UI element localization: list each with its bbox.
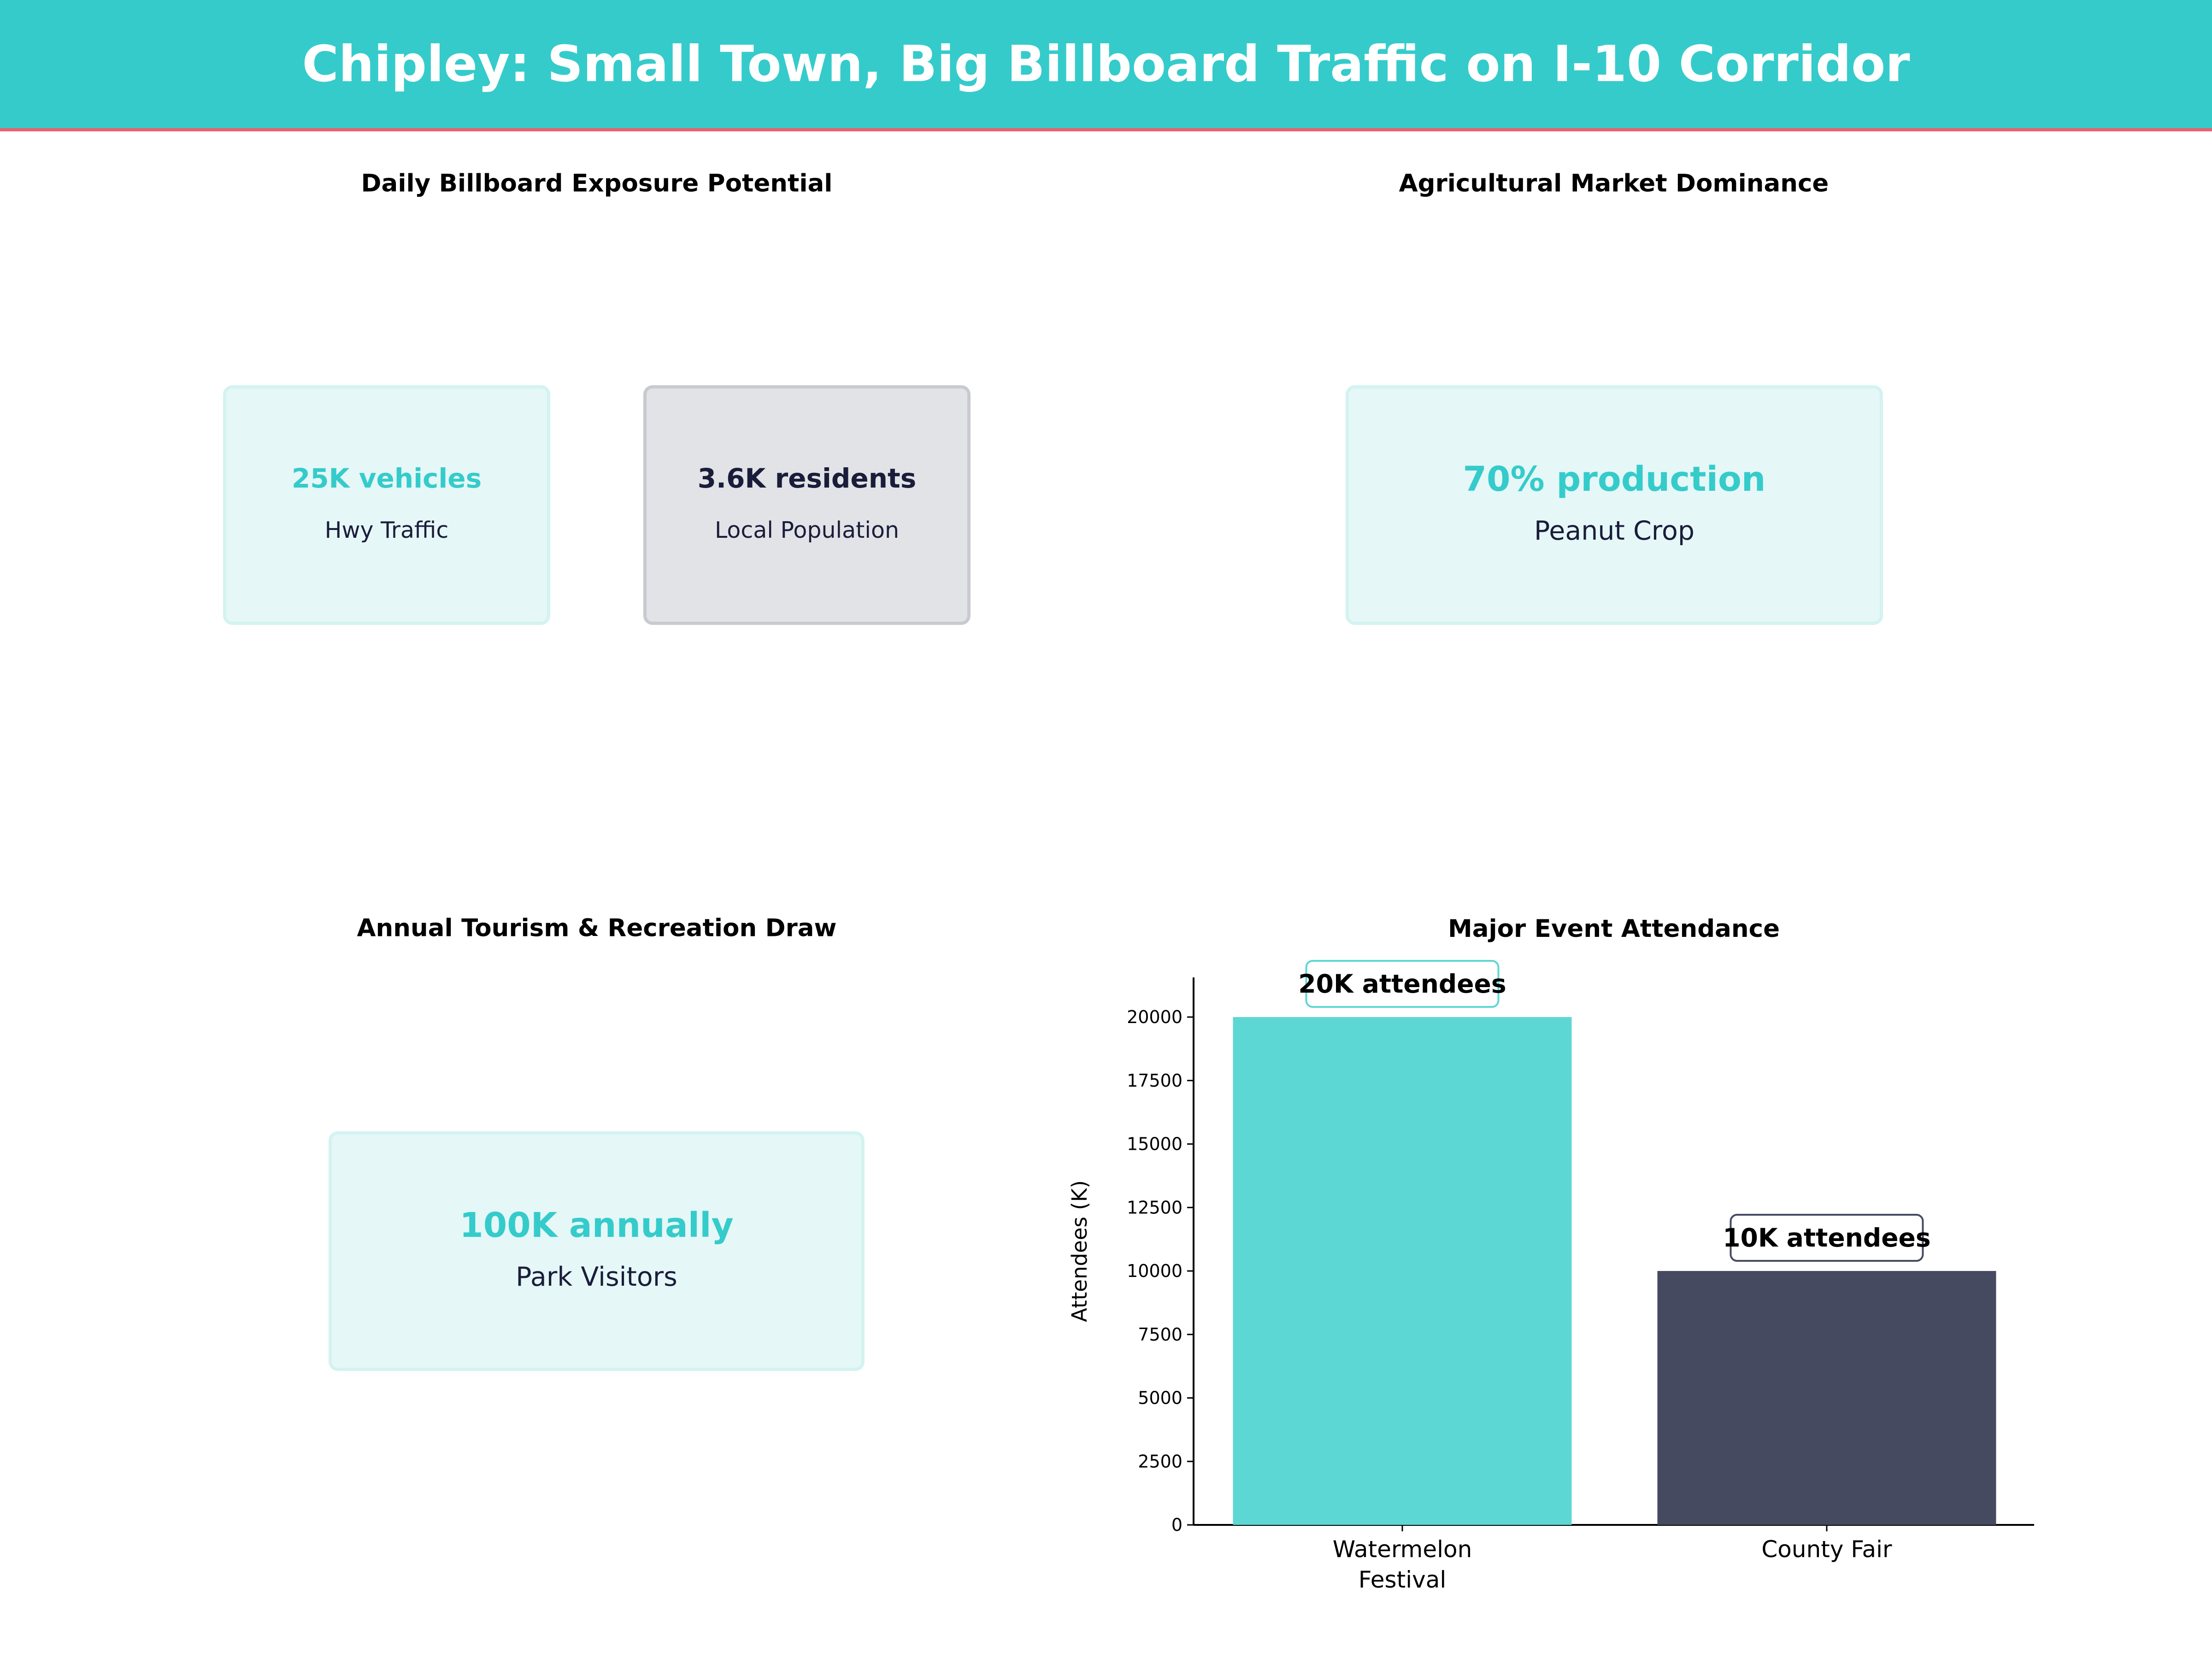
agriculture-panel-title: Agricultural Market Dominance [1399,169,1829,198]
card-label: Peanut Crop [1534,516,1695,546]
y-tick-label: 10000 [1127,1261,1182,1281]
y-tick-label: 2500 [1138,1451,1182,1471]
y-tick-label: 7500 [1138,1324,1182,1345]
card-label: Hwy Traffic [324,517,449,543]
y-tick-label: 20000 [1127,1007,1182,1027]
header-banner: Chipley: Small Town, Big Billboard Traff… [0,0,2212,131]
y-tick-label: 5000 [1138,1388,1182,1408]
exposure-panel-title: Daily Billboard Exposure Potential [361,169,833,198]
x-tick-label: Festival [1359,1566,1446,1593]
card-label: Park Visitors [516,1262,677,1292]
y-tick-label: 0 [1171,1515,1182,1535]
peanut-crop-card: 70% production Peanut Crop [1346,385,1883,625]
data-label: 10K attendees [1723,1223,1930,1253]
y-tick-label: 12500 [1127,1197,1182,1218]
y-tick-label: 15000 [1127,1134,1182,1154]
x-tick-label: Watermelon [1333,1536,1472,1563]
y-axis-label: Attendees (K) [1067,1180,1092,1322]
bar [1233,1017,1572,1525]
data-label-box [1730,1214,1924,1262]
card-value: 100K annually [459,1206,734,1245]
y-tick-label: 17500 [1127,1071,1182,1091]
chart-title: Major Event Attendance [1448,915,1780,943]
tourism-panel-title: Annual Tourism & Recreation Draw [357,914,837,942]
card-value: 3.6K residents [697,462,917,494]
park-visitors-card: 100K annually Park Visitors [329,1131,865,1371]
card-label: Local Population [714,517,899,543]
x-tick-label: County Fair [1761,1536,1892,1563]
card-value: 70% production [1463,459,1766,499]
card-value: 25K vehicles [291,462,482,494]
data-label-box [1305,960,1500,1008]
local-population-card: 3.6K residents Local Population [643,385,971,625]
bar [1657,1271,1996,1525]
data-label: 20K attendees [1298,969,1506,999]
page-title: Chipley: Small Town, Big Billboard Traff… [302,35,1910,93]
hwy-traffic-card: 25K vehicles Hwy Traffic [223,385,550,625]
